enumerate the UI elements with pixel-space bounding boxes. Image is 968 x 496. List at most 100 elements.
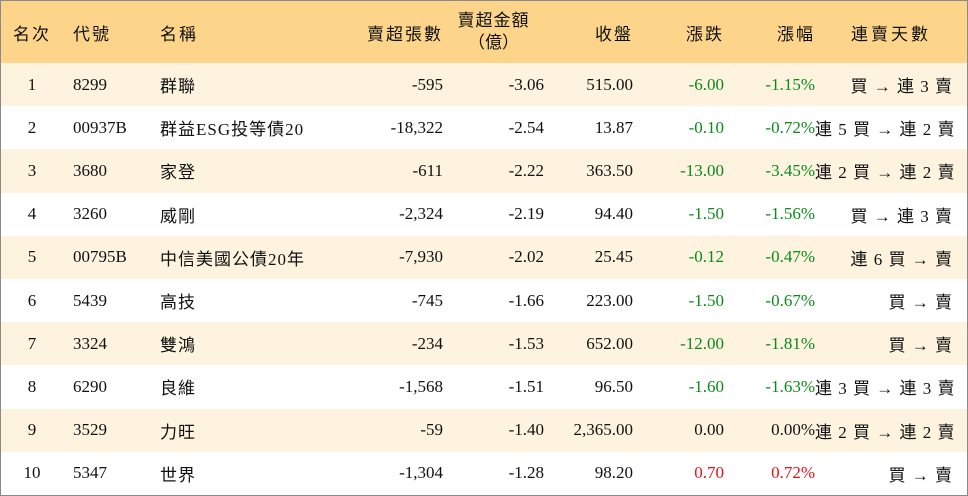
cell-close: 223.00 (586, 290, 633, 310)
cell-change-pct: -3.45% (765, 160, 815, 180)
cell-sell-amount: -1.28 (508, 463, 544, 483)
cell-change: -13.00 (680, 160, 724, 180)
cell-rank: 3 (27, 160, 37, 180)
table-row[interactable]: 5 00795B 中信美國公債20年 -7,930 -2.02 25.45 -0.12 -0.… (1, 235, 967, 279)
cell-close: 13.87 (594, 117, 633, 137)
cell-change: -1.60 (688, 376, 724, 396)
cell-change-pct: -1.56% (765, 204, 815, 224)
cell-sell-amount: -1.66 (508, 290, 544, 310)
cell-sell-sheets: -611 (412, 160, 443, 180)
cell-consecutive-days: 連 5 買 → 連 2 賣 (815, 120, 956, 140)
cell-close: 94.40 (594, 204, 633, 224)
table-row[interactable]: 4 3260 威剛 -2,324 -2.19 94.40 -1.50 -1.56% 買 → 連 … (1, 192, 967, 236)
cell-rank: 2 (27, 117, 37, 137)
cell-consecutive-days: 買 → 賣 (888, 293, 953, 313)
cell-sell-amount: -2.19 (508, 204, 544, 224)
cell-name[interactable]: 群益ESG投等債20 (160, 120, 305, 140)
cell-rank: 6 (27, 290, 37, 310)
cell-code[interactable]: 3529 (73, 420, 107, 440)
cell-name[interactable]: 家登 (160, 163, 196, 183)
header-rank[interactable]: 名次 (13, 24, 51, 44)
cell-close: 98.20 (594, 463, 633, 483)
table-header-row: 名次 代號 名稱 賣超張數 賣超金額 （億） 收盤 漲跌 漲幅 連賣天數 (1, 1, 967, 63)
cell-close: 652.00 (586, 333, 633, 353)
cell-close: 363.50 (586, 160, 633, 180)
header-sell-sheets[interactable]: 賣超張數 (367, 24, 443, 44)
cell-sell-sheets: -2,324 (399, 204, 443, 224)
cell-name[interactable]: 中信美國公債20年 (160, 249, 305, 269)
table-row[interactable]: 7 3324 雙鴻 -234 -1.53 652.00 -12.00 -1.81% 買 → 賣 (1, 322, 967, 366)
cell-sell-sheets: -595 (411, 74, 443, 94)
cell-change-pct: -0.72% (765, 117, 815, 137)
header-sell-amount-unit: （億） (468, 33, 519, 52)
cell-consecutive-days: 買 → 連 3 賣 (850, 77, 953, 97)
header-sell-amount-label: 賣超金額 (457, 11, 530, 30)
cell-code[interactable]: 6290 (73, 376, 107, 396)
cell-close: 2,365.00 (573, 420, 634, 440)
cell-change-pct: -1.15% (765, 74, 815, 94)
cell-close: 96.50 (594, 376, 633, 396)
cell-change-pct: -0.47% (765, 247, 815, 267)
cell-name[interactable]: 力旺 (160, 422, 196, 442)
cell-name[interactable]: 高技 (160, 293, 196, 313)
cell-change: -1.50 (688, 290, 724, 310)
table-row[interactable]: 6 5439 高技 -745 -1.66 223.00 -1.50 -0.67% 買 → 賣 (1, 278, 967, 323)
cell-code[interactable]: 00937B (73, 117, 127, 137)
cell-change-pct: -1.81% (765, 333, 815, 353)
cell-sell-sheets: -59 (420, 420, 443, 440)
cell-rank: 8 (27, 376, 37, 396)
cell-sell-sheets: -7,930 (399, 247, 443, 267)
cell-sell-amount: -2.02 (508, 247, 544, 267)
cell-name[interactable]: 良維 (160, 379, 196, 399)
cell-change-pct: -0.67% (765, 290, 815, 310)
cell-sell-amount: -1.40 (508, 420, 544, 440)
cell-change: -0.10 (688, 117, 724, 137)
header-code[interactable]: 代號 (73, 24, 111, 44)
cell-code[interactable]: 3324 (73, 333, 107, 353)
cell-change-pct: -1.63% (765, 376, 815, 396)
cell-code[interactable]: 3260 (73, 204, 107, 224)
header-name[interactable]: 名稱 (160, 24, 198, 44)
header-consecutive-days[interactable]: 連賣天數 (851, 24, 931, 44)
cell-sell-amount: -1.53 (508, 333, 544, 353)
cell-close: 25.45 (594, 247, 633, 267)
cell-change: -12.00 (680, 333, 724, 353)
header-close[interactable]: 收盤 (595, 24, 633, 44)
cell-code[interactable]: 00795B (73, 247, 127, 267)
cell-change: 0.70 (694, 463, 724, 483)
header-change[interactable]: 漲跌 (686, 24, 724, 44)
cell-sell-amount: -2.54 (508, 117, 544, 137)
cell-code[interactable]: 8299 (73, 74, 107, 94)
cell-rank: 1 (27, 74, 37, 94)
cell-code[interactable]: 3680 (73, 160, 107, 180)
cell-consecutive-days: 連 6 買 → 賣 (850, 249, 953, 269)
table-row[interactable]: 10 5347 世界 -1,304 -1.28 98.20 0.70 0.72% 買 → 賣 (1, 451, 967, 495)
cell-consecutive-days: 買 → 賣 (888, 465, 953, 485)
cell-change: -6.00 (688, 74, 724, 94)
cell-sell-sheets: -18,322 (390, 117, 443, 137)
cell-sell-amount: -2.22 (508, 160, 544, 180)
cell-sell-sheets: -234 (411, 333, 443, 353)
header-sell-amount[interactable]: 賣超金額 （億） (443, 1, 544, 63)
cell-change-pct: 0.00% (771, 420, 815, 440)
header-change-pct[interactable]: 漲幅 (777, 24, 815, 44)
cell-consecutive-days: 買 → 連 3 賣 (850, 206, 953, 226)
table-row[interactable]: 2 00937B 群益ESG投等債20 -18,322 -2.54 13.87 -0.10 -… (1, 106, 967, 150)
cell-consecutive-days: 連 2 買 → 連 2 賣 (815, 163, 956, 183)
cell-name[interactable]: 雙鴻 (160, 336, 196, 356)
table-row[interactable]: 9 3529 力旺 -59 -1.40 2,365.00 0.00 0.00% 連 2 買 → … (1, 408, 967, 452)
cell-name[interactable]: 群聯 (160, 77, 196, 97)
cell-rank: 4 (27, 204, 37, 224)
table-row[interactable]: 8 6290 良維 -1,568 -1.51 96.50 -1.60 -1.63% 連 3 買 … (1, 365, 967, 409)
cell-name[interactable]: 威剛 (160, 206, 196, 226)
cell-change: 0.00 (694, 420, 724, 440)
cell-name[interactable]: 世界 (160, 465, 196, 485)
cell-rank: 10 (23, 463, 41, 483)
cell-code[interactable]: 5347 (73, 463, 107, 483)
cell-change: -0.12 (688, 247, 724, 267)
table-row[interactable]: 3 3680 家登 -611 -2.22 363.50 -13.00 -3.45% 連 2 買 … (1, 149, 967, 193)
cell-code[interactable]: 5439 (73, 290, 107, 310)
table-body: 1 8299 群聯 -595 -3.06 515.00 -6.00 -1.15% 買 → 連 3… (1, 63, 967, 495)
table-row[interactable]: 1 8299 群聯 -595 -3.06 515.00 -6.00 -1.15% 買 → 連 3… (1, 63, 967, 107)
